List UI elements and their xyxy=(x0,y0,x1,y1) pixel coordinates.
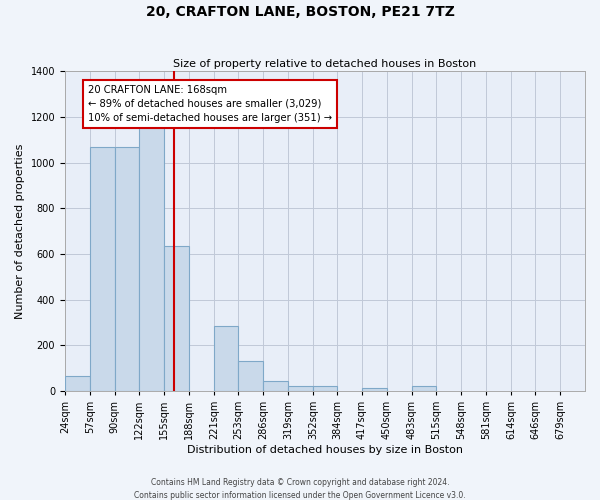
Bar xyxy=(412,386,436,391)
Text: Contains HM Land Registry data © Crown copyright and database right 2024.
Contai: Contains HM Land Registry data © Crown c… xyxy=(134,478,466,500)
Bar xyxy=(90,146,115,391)
Bar xyxy=(288,386,313,391)
Bar xyxy=(139,126,164,391)
Text: 20 CRAFTON LANE: 168sqm
← 89% of detached houses are smaller (3,029)
10% of semi: 20 CRAFTON LANE: 168sqm ← 89% of detache… xyxy=(88,85,332,123)
Bar xyxy=(214,326,238,391)
Bar xyxy=(65,376,90,391)
X-axis label: Distribution of detached houses by size in Boston: Distribution of detached houses by size … xyxy=(187,445,463,455)
Text: 20, CRAFTON LANE, BOSTON, PE21 7TZ: 20, CRAFTON LANE, BOSTON, PE21 7TZ xyxy=(146,5,454,19)
Y-axis label: Number of detached properties: Number of detached properties xyxy=(15,144,25,319)
Bar xyxy=(164,246,189,391)
Bar xyxy=(313,386,337,391)
Bar xyxy=(362,388,387,391)
Bar xyxy=(115,146,139,391)
Title: Size of property relative to detached houses in Boston: Size of property relative to detached ho… xyxy=(173,59,476,69)
Bar xyxy=(263,381,288,391)
Bar xyxy=(238,362,263,391)
